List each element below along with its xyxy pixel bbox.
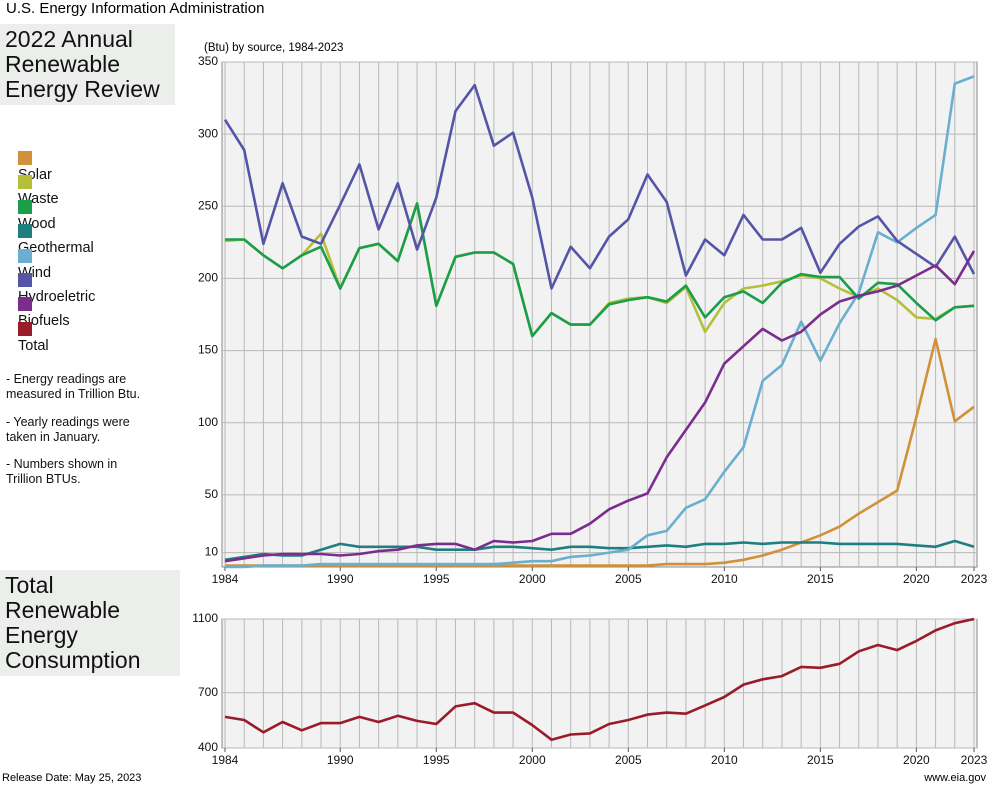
chart-subtitle: (Btu) by source, 1984-2023 [204, 42, 344, 54]
x-tick-label: 1984 [212, 753, 239, 767]
series-line [224, 250, 976, 563]
y-tick-label: 10 [205, 545, 219, 559]
y-tick-label: 250 [198, 198, 218, 212]
legend-swatch [18, 248, 32, 263]
x-tick-label: 2015 [807, 572, 834, 586]
legend-label: Hydroeletric [18, 289, 96, 305]
y-tick-label: 400 [198, 740, 218, 754]
y-tick-label: 150 [198, 343, 218, 357]
y-tick-label: 100 [198, 415, 218, 429]
x-tick-label: 2020 [903, 572, 930, 586]
x-tick-label: 2005 [615, 753, 642, 767]
x-tick-label: 2000 [519, 753, 546, 767]
x-tick-label: 2023 [961, 572, 988, 586]
chart-title: 2022 Annual Renewable Energy Review [0, 24, 175, 105]
x-tick-label: 2020 [903, 753, 930, 767]
y-tick-label: 300 [198, 126, 218, 140]
y-tick-label: 700 [198, 685, 218, 699]
legend-item: Hydroeletric [18, 273, 95, 305]
y-tick-label: 50 [205, 487, 219, 501]
footer-right: www.eia.gov [924, 772, 986, 784]
x-tick-label: 2023 [961, 753, 988, 767]
x-tick-label: 1984 [212, 572, 239, 586]
note: - Yearly readings were taken in January. [6, 415, 130, 444]
footer-left: Release Date: May 25, 2023 [2, 772, 142, 784]
note: - Numbers shown in Trillion BTUs. [6, 457, 118, 486]
legend-label: Total [18, 337, 49, 354]
x-tick-label: 2010 [711, 753, 738, 767]
legend-item: Geothermal [18, 224, 94, 256]
y-tick-label: 350 [198, 54, 218, 68]
y-tick-label: 1100 [192, 611, 218, 625]
legend-swatch [18, 175, 32, 190]
x-tick-label: 1995 [423, 572, 450, 586]
y-tick-label: 200 [198, 271, 218, 285]
legend-swatch [18, 273, 32, 287]
legend-swatch [18, 151, 32, 165]
series-line [225, 337, 975, 567]
note: - Energy readings are measured in Trilli… [6, 372, 141, 401]
x-tick-label: 1995 [423, 753, 450, 767]
x-tick-label: 2010 [711, 572, 738, 586]
series-line [224, 617, 975, 741]
legend-swatch [18, 199, 32, 214]
legend-label: Geothermal [18, 240, 94, 257]
series-line [225, 202, 975, 338]
x-tick-label: 1990 [327, 753, 354, 767]
legend-swatch [18, 321, 32, 336]
x-tick-label: 2015 [807, 753, 834, 767]
plot-area [221, 618, 978, 749]
series-line [225, 75, 975, 569]
series-line [223, 83, 976, 290]
chart-title: Total Renewable Energy Consumption [0, 570, 180, 676]
series-line [224, 539, 975, 562]
legend-swatch [18, 224, 32, 239]
x-tick-label: 2000 [519, 572, 546, 586]
x-tick-label: 1990 [327, 572, 354, 586]
legend-item: Total [18, 321, 49, 354]
x-tick-label: 2005 [615, 572, 642, 586]
header: U.S. Energy Information Administration [6, 0, 265, 17]
legend-swatch [18, 297, 32, 312]
